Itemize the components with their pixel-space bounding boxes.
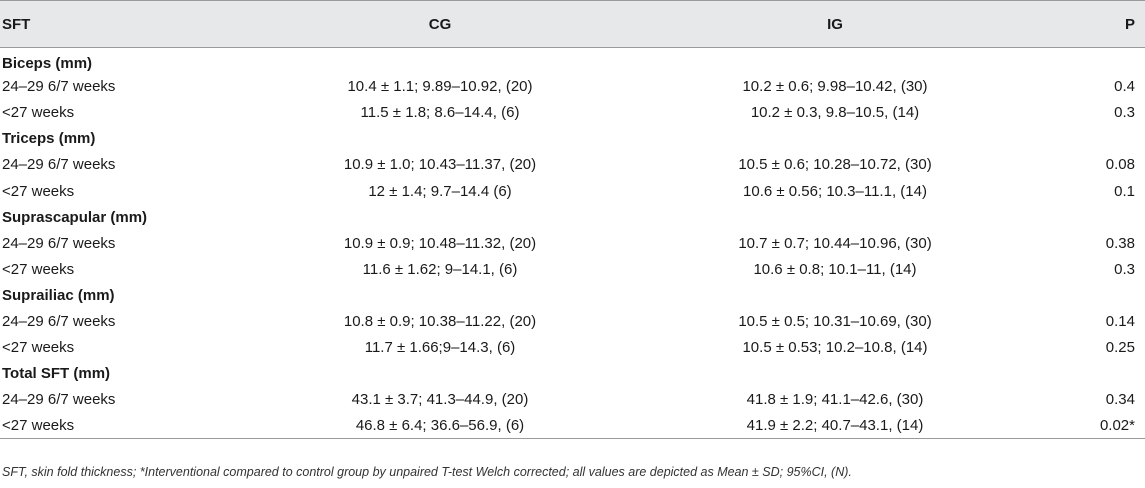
p-value: 0.14: [1105, 312, 1135, 330]
p-value: 0.38: [1105, 234, 1135, 252]
ig-value: 41.9 ± 2.2; 40.7–43.1, (14): [635, 412, 1035, 440]
cg-value: 12 ± 1.4; 9.7–14.4 (6): [368, 182, 512, 200]
section-title-suprailiac: Suprailiac (mm): [2, 286, 115, 304]
header-cg: CG: [245, 0, 635, 48]
p-value: 0.3: [1114, 104, 1135, 122]
row-label: 24–29 6/7 weeks: [2, 312, 116, 330]
ig-value: 10.7 ± 0.7; 10.44–10.96, (30): [738, 234, 932, 252]
cg-value: 46.8 ± 6.4; 36.6–56.9, (6): [245, 412, 635, 440]
sft-table: SFT CG IG P Biceps (mm) 24–29 6/7 weeks …: [0, 0, 1145, 440]
section-row: Suprailiac (mm): [0, 282, 1145, 308]
section-row: Triceps (mm): [0, 126, 1145, 152]
section-title-total-sft: Total SFT (mm): [2, 365, 111, 383]
p-value: 0.02*: [1035, 412, 1145, 440]
section-row: Biceps (mm): [0, 48, 1145, 74]
cg-value: 43.1 ± 3.7; 41.3–44.9, (20): [351, 391, 529, 409]
header-p: P: [1035, 0, 1145, 48]
table-header: SFT CG IG P: [0, 0, 1145, 48]
p-value: 0.1: [1114, 182, 1135, 200]
table-row: 24–29 6/7 weeks 10.4 ± 1.1; 9.89–10.92, …: [0, 74, 1145, 100]
row-label: 24–29 6/7 weeks: [2, 78, 116, 96]
p-value: 0.34: [1105, 391, 1135, 409]
table-row: 24–29 6/7 weeks 10.9 ± 1.0; 10.43–11.37,…: [0, 152, 1145, 178]
cg-value: 10.9 ± 0.9; 10.48–11.32, (20): [343, 234, 537, 252]
table-footnote: SFT, skin fold thickness; *Interventiona…: [2, 465, 852, 479]
ig-value: 10.2 ± 0.6; 9.98–10.42, (30): [742, 78, 928, 96]
table-row: <27 weeks 11.5 ± 1.8; 8.6–14.4, (6) 10.2…: [0, 100, 1145, 126]
table-row: <27 weeks 12 ± 1.4; 9.7–14.4 (6) 10.6 ± …: [0, 178, 1145, 204]
row-label: <27 weeks: [2, 182, 75, 200]
ig-value: 10.5 ± 0.5; 10.31–10.69, (30): [738, 312, 932, 330]
row-label: 24–29 6/7 weeks: [2, 391, 116, 409]
header-ig: IG: [635, 0, 1035, 48]
cg-value: 10.8 ± 0.9; 10.38–11.22, (20): [343, 312, 537, 330]
table-row: <27 weeks 46.8 ± 6.4; 36.6–56.9, (6) 41.…: [0, 412, 1145, 440]
cg-value: 10.4 ± 1.1; 9.89–10.92, (20): [347, 78, 533, 96]
section-row: Suprascapular (mm): [0, 204, 1145, 230]
table-row: 24–29 6/7 weeks 10.9 ± 0.9; 10.48–11.32,…: [0, 230, 1145, 256]
ig-value: 10.2 ± 0.3, 9.8–10.5, (14): [750, 104, 920, 122]
ig-value: 10.6 ± 0.8; 10.1–11, (14): [753, 260, 917, 278]
row-label: <27 weeks: [0, 412, 245, 440]
cg-value: 11.7 ± 1.66;9–14.3, (6): [364, 339, 516, 357]
section-title-suprascapular: Suprascapular (mm): [2, 208, 148, 226]
section-title-biceps: Biceps (mm): [2, 55, 93, 73]
header-sft: SFT: [0, 0, 245, 48]
table-row: <27 weeks 11.7 ± 1.66;9–14.3, (6) 10.5 ±…: [0, 335, 1145, 361]
section-row: Total SFT (mm): [0, 361, 1145, 387]
cg-value: 11.5 ± 1.8; 8.6–14.4, (6): [360, 104, 520, 122]
ig-value: 10.5 ± 0.6; 10.28–10.72, (30): [738, 156, 932, 174]
row-label: 24–29 6/7 weeks: [2, 156, 116, 174]
header-row: SFT CG IG P: [0, 0, 1145, 48]
cg-value: 11.6 ± 1.62; 9–14.1, (6): [362, 260, 518, 278]
row-label: 24–29 6/7 weeks: [2, 234, 116, 252]
ig-value: 10.6 ± 0.56; 10.3–11.1, (14): [743, 182, 927, 200]
p-value: 0.25: [1105, 339, 1135, 357]
row-label: <27 weeks: [2, 104, 75, 122]
ig-value: 10.5 ± 0.53; 10.2–10.8, (14): [742, 339, 928, 357]
p-value: 0.08: [1105, 156, 1135, 174]
table-container: SFT CG IG P Biceps (mm) 24–29 6/7 weeks …: [0, 0, 1145, 440]
p-value: 0.4: [1114, 78, 1135, 96]
section-title-triceps: Triceps (mm): [2, 130, 96, 148]
table-row: <27 weeks 11.6 ± 1.62; 9–14.1, (6) 10.6 …: [0, 256, 1145, 282]
table-row: 24–29 6/7 weeks 43.1 ± 3.7; 41.3–44.9, (…: [0, 387, 1145, 413]
table-row: 24–29 6/7 weeks 10.8 ± 0.9; 10.38–11.22,…: [0, 308, 1145, 334]
p-value: 0.3: [1114, 260, 1135, 278]
table-body: Biceps (mm) 24–29 6/7 weeks 10.4 ± 1.1; …: [0, 48, 1145, 440]
ig-value: 41.8 ± 1.9; 41.1–42.6, (30): [746, 391, 924, 409]
row-label: <27 weeks: [2, 339, 75, 357]
cg-value: 10.9 ± 1.0; 10.43–11.37, (20): [343, 156, 537, 174]
row-label: <27 weeks: [2, 260, 75, 278]
